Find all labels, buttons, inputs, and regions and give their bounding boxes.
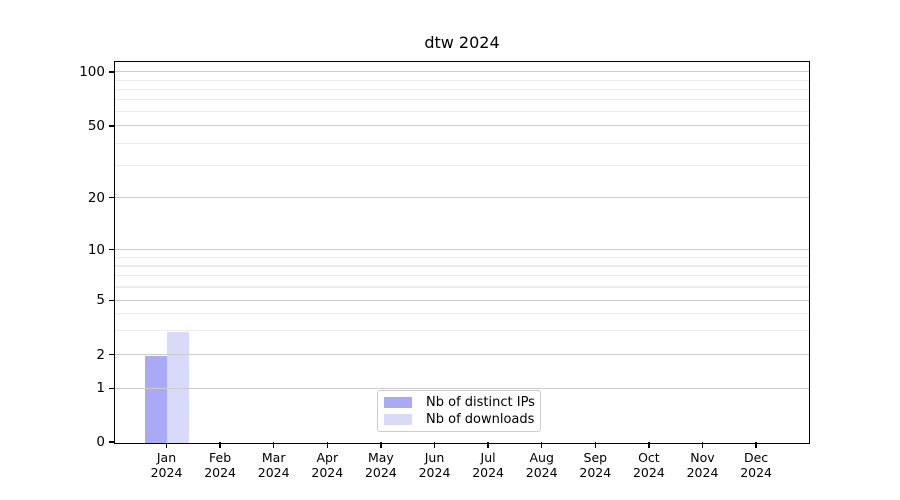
bar-nb-of-distinct-ips: [144, 355, 167, 443]
x-tick-mark: [326, 442, 328, 448]
x-tick-label-month: Nov: [690, 450, 715, 465]
legend-label-distinct-ips: Nb of distinct IPs: [426, 395, 535, 410]
x-tick-label-year: 2024: [472, 464, 504, 480]
x-tick-label-year: 2024: [740, 464, 772, 480]
x-tick-label: Jul 2024: [456, 450, 520, 480]
major-gridline: [115, 71, 809, 73]
x-tick-mark: [273, 442, 275, 448]
minor-gridline: [115, 286, 809, 288]
x-tick-label-year: 2024: [204, 464, 236, 480]
minor-gridline: [115, 142, 809, 144]
x-tick-label-year: 2024: [686, 464, 719, 480]
minor-gridline: [115, 256, 809, 258]
x-tick-label: Oct 2024: [617, 450, 681, 480]
x-tick-label-month: Apr: [316, 450, 339, 465]
x-tick-label-year: 2024: [311, 464, 344, 480]
major-gridline: [115, 197, 809, 199]
x-tick-label: May 2024: [349, 450, 413, 480]
y-tick-label: 10: [87, 241, 105, 258]
y-tick-mark: [109, 353, 114, 356]
x-tick-mark: [487, 442, 489, 448]
legend-label-downloads: Nb of downloads: [426, 412, 535, 427]
x-tick-label-month: Aug: [529, 450, 554, 465]
x-tick-label-month: May: [367, 450, 394, 465]
minor-gridline: [115, 88, 809, 90]
x-tick-label: Jan 2024: [135, 450, 199, 480]
x-tick-label-month: Jun: [424, 450, 445, 465]
y-tick-label: 0: [96, 434, 105, 450]
legend-item-distinct-ips: Nb of distinct IPs: [384, 395, 535, 410]
x-tick-label-month: Sep: [583, 450, 608, 465]
y-tick-mark: [109, 441, 114, 443]
y-tick-mark: [109, 249, 114, 251]
y-tick-label: 1: [96, 380, 105, 397]
legend-item-downloads: Nb of downloads: [384, 412, 534, 427]
y-tick-label: 2: [96, 346, 105, 363]
x-tick-label-year: 2024: [525, 464, 558, 480]
major-gridline: [115, 354, 809, 356]
x-tick-mark: [165, 442, 168, 448]
x-tick-label-month: Oct: [638, 450, 660, 465]
minor-gridline: [115, 165, 809, 167]
minor-gridline: [115, 99, 809, 101]
x-tick-label-month: Feb: [209, 450, 232, 465]
x-tick-label: Nov 2024: [671, 450, 735, 480]
x-tick-label: Apr 2024: [295, 450, 359, 480]
x-tick-label-year: 2024: [418, 464, 451, 480]
x-tick-label-month: Jul: [480, 450, 496, 465]
x-tick-label: Jun 2024: [403, 450, 467, 480]
y-tick-label: 5: [96, 292, 105, 309]
x-tick-label: Mar 2024: [242, 450, 306, 480]
plot-area: Nb of distinct IPs Nb of downloads 0 1 2 5 1…: [79, 61, 810, 479]
minor-gridline: [115, 275, 809, 277]
x-tick-label: Feb 2024: [188, 450, 252, 480]
x-tick-label: Sep 2024: [563, 450, 627, 480]
x-tick-label-year: 2024: [364, 464, 397, 480]
y-tick-label: 50: [87, 117, 105, 134]
x-tick-label-month: Dec: [743, 450, 769, 465]
x-tick-label: Dec 2024: [724, 450, 788, 480]
x-tick-mark: [594, 442, 596, 448]
y-tick-mark: [109, 196, 114, 199]
x-tick-label-month: Mar: [261, 450, 286, 465]
legend-swatch-distinct-ips-icon: [384, 397, 412, 408]
chart-title: dtw 2024: [424, 33, 500, 52]
y-tick-label: 100: [79, 63, 105, 80]
minor-gridline: [115, 312, 809, 315]
x-tick-label-year: 2024: [632, 464, 665, 480]
x-tick-mark: [433, 442, 436, 448]
major-gridline: [115, 249, 809, 251]
y-tick-mark: [109, 71, 114, 73]
bar-nb-of-downloads: [166, 331, 189, 443]
y-tick-label: 20: [87, 189, 105, 206]
y-tick-mark: [109, 387, 114, 390]
minor-gridline: [115, 79, 809, 81]
x-tick-mark: [541, 442, 543, 448]
legend: Nb of distinct IPs Nb of downloads: [377, 390, 541, 432]
y-tick-mark: [109, 299, 114, 301]
minor-gridline: [115, 330, 809, 332]
major-gridline: [115, 299, 809, 301]
y-tick-mark: [109, 125, 114, 127]
x-tick-label: Aug 2024: [510, 450, 574, 480]
x-tick-mark: [219, 442, 221, 448]
x-tick-label-year: 2024: [257, 464, 290, 480]
x-tick-label-year: 2024: [150, 464, 183, 480]
minor-gridline: [115, 111, 809, 113]
x-tick-mark: [380, 442, 382, 448]
x-tick-label-month: Jan: [156, 450, 177, 465]
x-tick-mark: [755, 442, 757, 448]
x-tick-mark: [701, 442, 704, 448]
major-gridline: [115, 125, 809, 127]
legend-swatch-downloads-icon: [384, 414, 412, 425]
x-tick-label-year: 2024: [579, 464, 612, 480]
minor-gridline: [115, 265, 809, 267]
x-tick-mark: [648, 442, 650, 448]
major-gridline: [115, 387, 809, 389]
